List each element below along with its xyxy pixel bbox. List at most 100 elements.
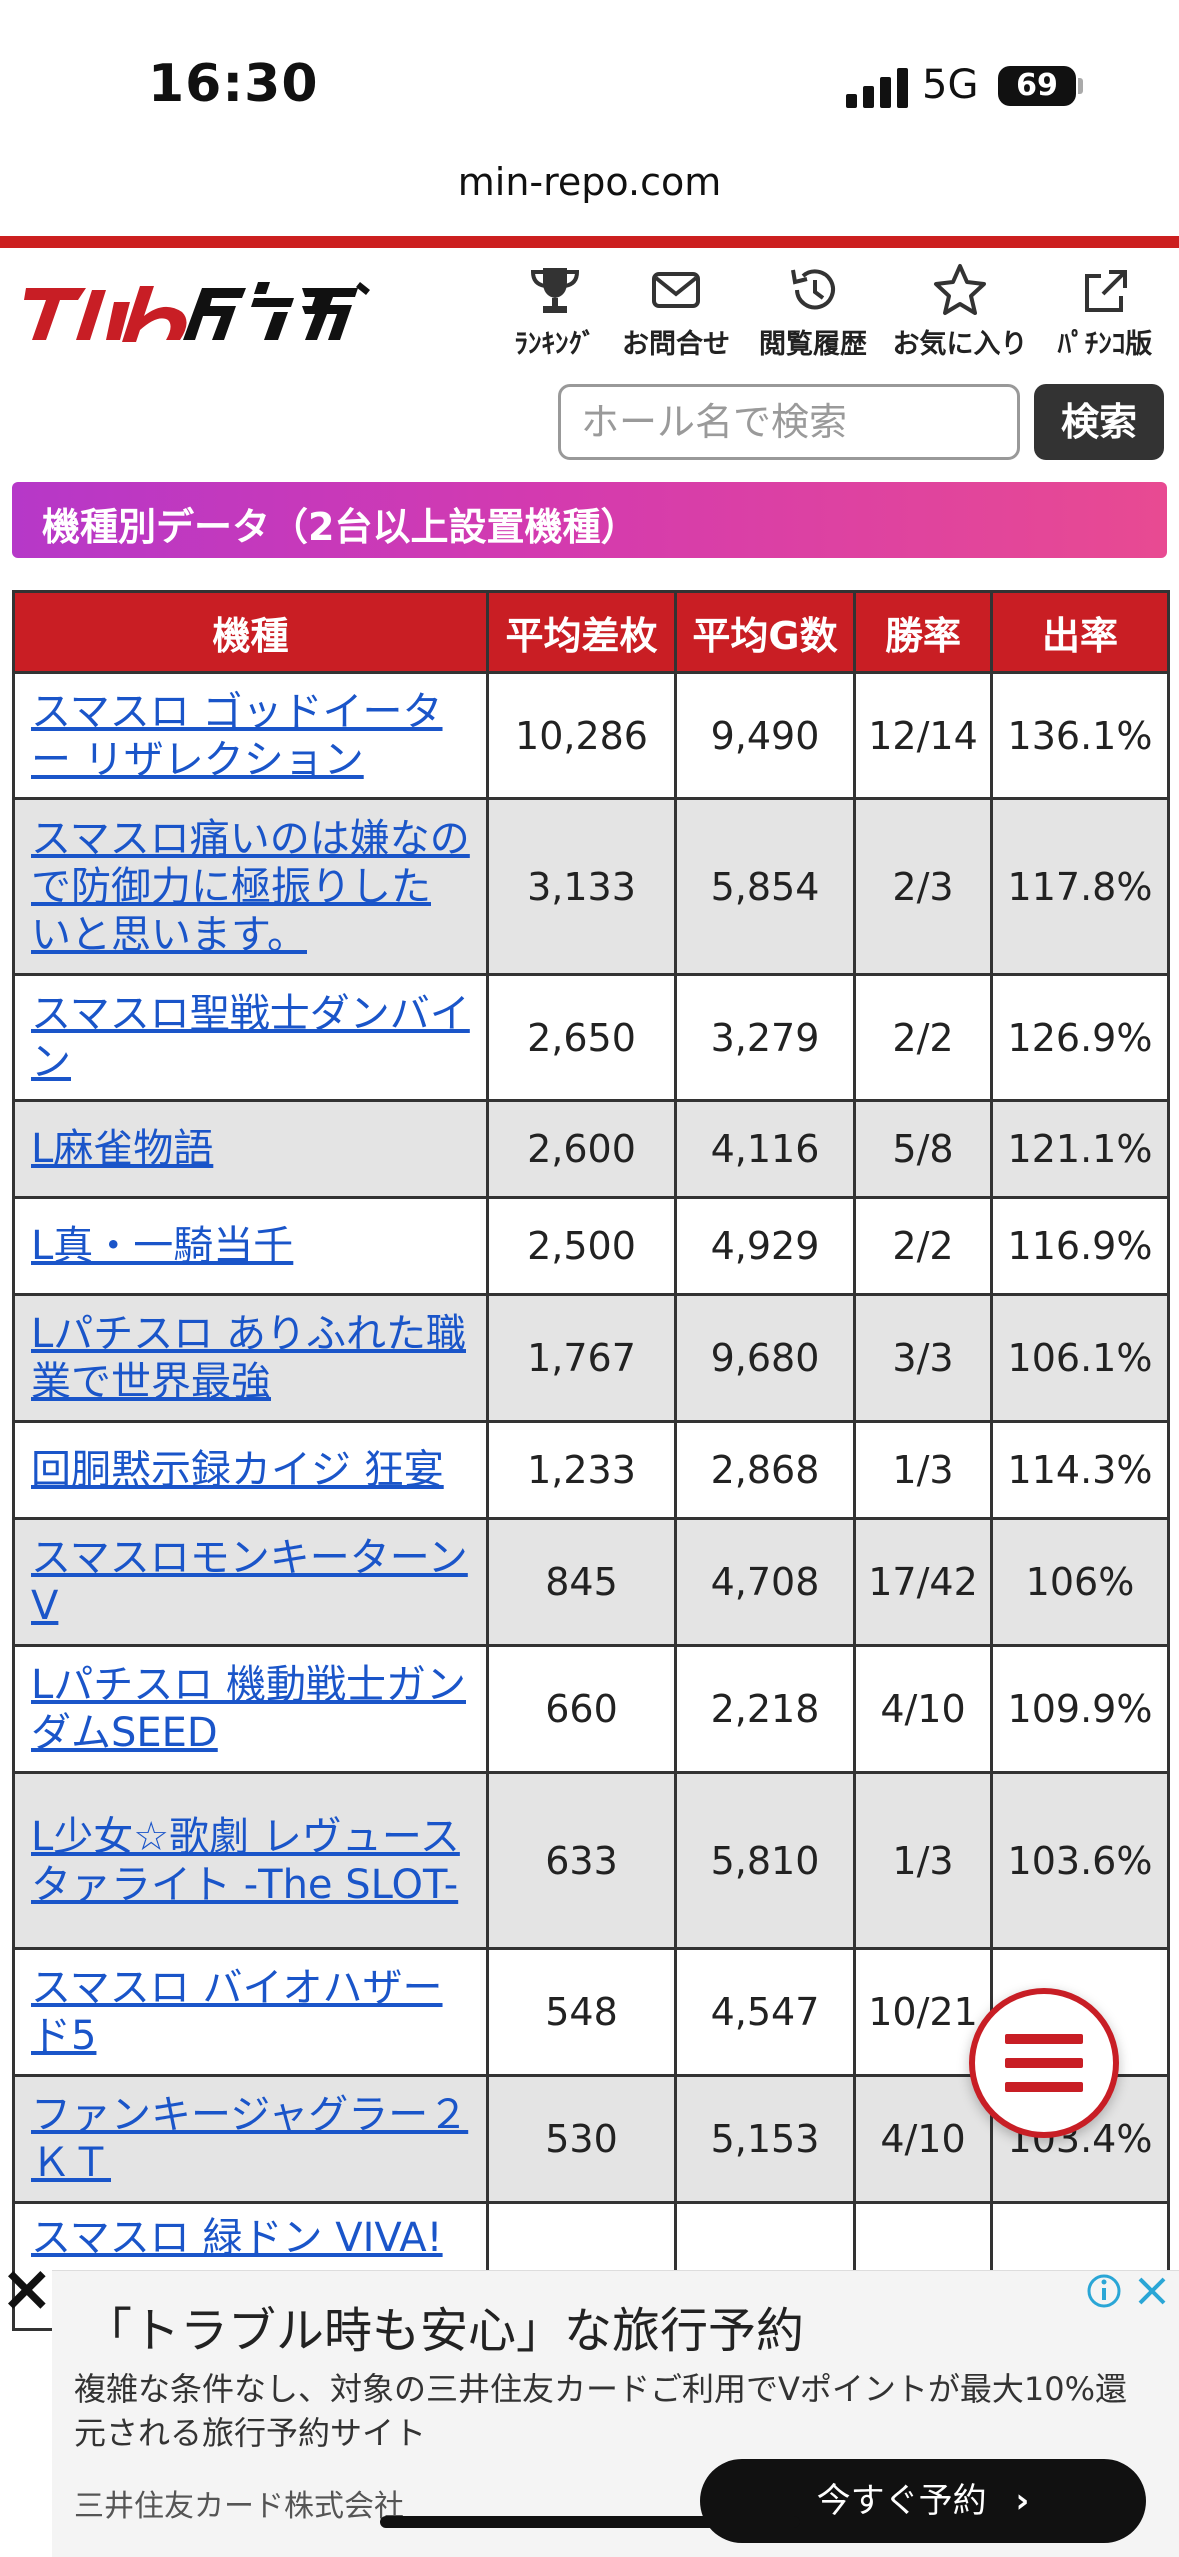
avg-games-cell: 2,868	[674, 1420, 856, 1520]
machine-cell: スマスロ聖戦士ダンバイン	[12, 973, 489, 1102]
nav-ranking[interactable]: ﾗﾝｷﾝｸﾞ	[490, 262, 620, 361]
machine-link[interactable]: ファンキージャグラー２ＫＴ	[31, 2092, 469, 2186]
payout-cell: 136.1%	[990, 671, 1170, 800]
ad-banner[interactable]: 「トラブル時も安心」な旅行予約 複雑な条件なし、対象の三井住友カードご利用でVポ…	[52, 2270, 1179, 2557]
avg-diff-cell: 10,286	[486, 671, 677, 800]
site-logo[interactable]	[22, 268, 377, 348]
avg-games-cell: 2,218	[674, 1644, 856, 1774]
table-row: スマスロ聖戦士ダンバイン 2,650 3,279 2/2 126.9%	[12, 973, 1170, 1102]
avg-games-cell: 4,116	[674, 1099, 856, 1199]
avg-diff-cell: 1,233	[486, 1420, 677, 1520]
payout-cell: 109.9%	[990, 1644, 1170, 1774]
win-rate-cell: 2/3	[853, 797, 993, 976]
battery-level: 69	[998, 66, 1076, 106]
header-accent-bar	[0, 236, 1179, 248]
ad-advertiser: 三井住友カード株式会社	[74, 2489, 404, 2524]
ad-cta-button[interactable]: 今すぐ予約 ›	[700, 2459, 1146, 2543]
win-rate-cell: 17/42	[853, 1517, 993, 1647]
nav-label: ﾊﾟﾁﾝｺ版	[1057, 329, 1153, 360]
win-rate-cell: 2/2	[853, 973, 993, 1102]
machine-cell: スマスロ ゴッドイーター リザレクション	[12, 671, 489, 800]
table-header-row: 機種 平均差枚 平均G数 勝率 出率	[12, 590, 1170, 674]
trophy-icon	[530, 268, 580, 313]
avg-diff-cell: 1,767	[486, 1293, 677, 1423]
external-link-icon	[1085, 270, 1127, 312]
machine-link[interactable]: Lパチスロ ありふれた職業で世界最強	[31, 1311, 466, 1405]
machine-link[interactable]: スマスロ ゴッドイーター リザレクション	[31, 688, 443, 783]
search-button[interactable]: 検索	[1034, 384, 1164, 460]
machine-cell: L真・一騎当千	[12, 1196, 489, 1296]
table-row: ファンキージャグラー２ＫＴ 530 5,153 4/10 103.4%	[12, 2074, 1170, 2204]
nav-label: 閲覧履歴	[759, 329, 867, 360]
address-bar[interactable]: min-repo.com	[457, 160, 722, 204]
adchoices-icon[interactable]	[1084, 2271, 1179, 2311]
battery-icon	[1078, 78, 1083, 94]
win-rate-cell: 4/10	[853, 1644, 993, 1774]
nav-label: お問合せ	[622, 329, 730, 360]
hall-search-input[interactable]	[558, 384, 1020, 460]
win-rate-cell: 2/2	[853, 1196, 993, 1296]
avg-games-cell: 9,680	[674, 1293, 856, 1423]
machine-cell: スマスロモンキーターンV	[12, 1517, 489, 1647]
table-row: スマスロ バイオハザード5 548 4,547 10/21	[12, 1947, 1170, 2077]
avg-games-cell: 5,810	[674, 1771, 856, 1950]
network-type: 5G	[922, 62, 979, 108]
machine-cell: Lパチスロ ありふれた職業で世界最強	[12, 1293, 489, 1423]
win-rate-cell: 12/14	[853, 671, 993, 800]
win-rate-cell: 5/8	[853, 1099, 993, 1199]
section-header: 機種別データ（2台以上設置機種）	[12, 482, 1167, 558]
ad-cta-label: 今すぐ予約	[816, 2481, 987, 2521]
machine-link[interactable]: 回胴黙示録カイジ 狂宴	[31, 1447, 444, 1493]
table-row: スマスロ痛いのは嫌なので防御力に極振りしたいと思います。 3,133 5,854…	[12, 797, 1170, 976]
ad-title: 「トラブル時も安心」な旅行予約	[84, 2303, 805, 2359]
cellular-signal-icon	[846, 66, 908, 108]
nav-contact[interactable]: お問合せ	[611, 262, 741, 361]
hamburger-icon	[1005, 2082, 1083, 2092]
avg-games-cell: 4,547	[674, 1947, 856, 2077]
payout-cell: 106.1%	[990, 1293, 1170, 1423]
machine-data-table: 機種 平均差枚 平均G数 勝率 出率 スマスロ ゴッドイーター リザレクション …	[12, 590, 1170, 2331]
avg-diff-cell: 633	[486, 1771, 677, 1950]
section-title: 機種別データ（2台以上設置機種）	[42, 505, 639, 549]
machine-link[interactable]: スマスロ痛いのは嫌なので防御力に極振りしたいと思います。	[31, 815, 470, 958]
payout-cell: 103.6%	[990, 1771, 1170, 1950]
column-header: 平均差枚	[486, 590, 677, 674]
machine-link[interactable]: Lパチスロ 機動戦士ガンダムSEED	[31, 1662, 466, 1756]
machine-cell: スマスロ痛いのは嫌なので防御力に極振りしたいと思います。	[12, 797, 489, 976]
nav-label: お気に入り	[892, 329, 1028, 360]
machine-link[interactable]: L麻雀物語	[31, 1126, 214, 1172]
machine-link[interactable]: L真・一騎当千	[31, 1223, 294, 1269]
avg-games-cell: 5,153	[674, 2074, 856, 2204]
hamburger-icon	[1005, 2058, 1083, 2068]
ad-close-icon[interactable]: ×	[0, 2252, 54, 2326]
table-row: L少女☆歌劇 レヴュースタァライト -The SLOT- 633 5,810 1…	[12, 1771, 1170, 1950]
machine-cell: 回胴黙示録カイジ 狂宴	[12, 1420, 489, 1520]
machine-link[interactable]: スマスロ バイオハザード5	[31, 1965, 443, 2059]
machine-link[interactable]: スマスロ聖戦士ダンバイン	[31, 990, 470, 1085]
status-time: 16:30	[148, 54, 319, 114]
payout-cell: 126.9%	[990, 973, 1170, 1102]
nav-favorites[interactable]: お気に入り	[885, 262, 1035, 361]
machine-link[interactable]: スマスロ 緑ドン VIVA!	[31, 2215, 443, 2261]
win-rate-cell: 1/3	[853, 1771, 993, 1950]
mail-icon	[652, 272, 700, 308]
table-row: L麻雀物語 2,600 4,116 5/8 121.1%	[12, 1099, 1170, 1199]
machine-cell: L少女☆歌劇 レヴュースタァライト -The SLOT-	[12, 1771, 489, 1950]
table-row: スマスロモンキーターンV 845 4,708 17/42 106%	[12, 1517, 1170, 1647]
hamburger-icon	[1005, 2034, 1083, 2044]
star-icon	[934, 264, 986, 315]
table-row: 回胴黙示録カイジ 狂宴 1,233 2,868 1/3 114.3%	[12, 1420, 1170, 1520]
machine-link[interactable]: スマスロモンキーターンV	[31, 1535, 468, 1629]
nav-history[interactable]: 閲覧履歴	[748, 262, 878, 361]
table-row: スマスロ ゴッドイーター リザレクション 10,286 9,490 12/14 …	[12, 671, 1170, 800]
win-rate-cell: 4/10	[853, 2074, 993, 2204]
column-header: 出率	[990, 590, 1170, 674]
history-icon	[791, 269, 835, 310]
floating-menu-button[interactable]	[969, 1988, 1119, 2138]
table-row: L真・一騎当千 2,500 4,929 2/2 116.9%	[12, 1196, 1170, 1296]
chevron-right-icon: ›	[1015, 2481, 1030, 2521]
nav-label: ﾗﾝｷﾝｸﾞ	[514, 329, 596, 360]
machine-link[interactable]: L少女☆歌劇 レヴュースタァライト -The SLOT-	[31, 1813, 460, 1908]
nav-pachinko[interactable]: ﾊﾟﾁﾝｺ版	[1040, 262, 1170, 361]
avg-diff-cell: 548	[486, 1947, 677, 2077]
